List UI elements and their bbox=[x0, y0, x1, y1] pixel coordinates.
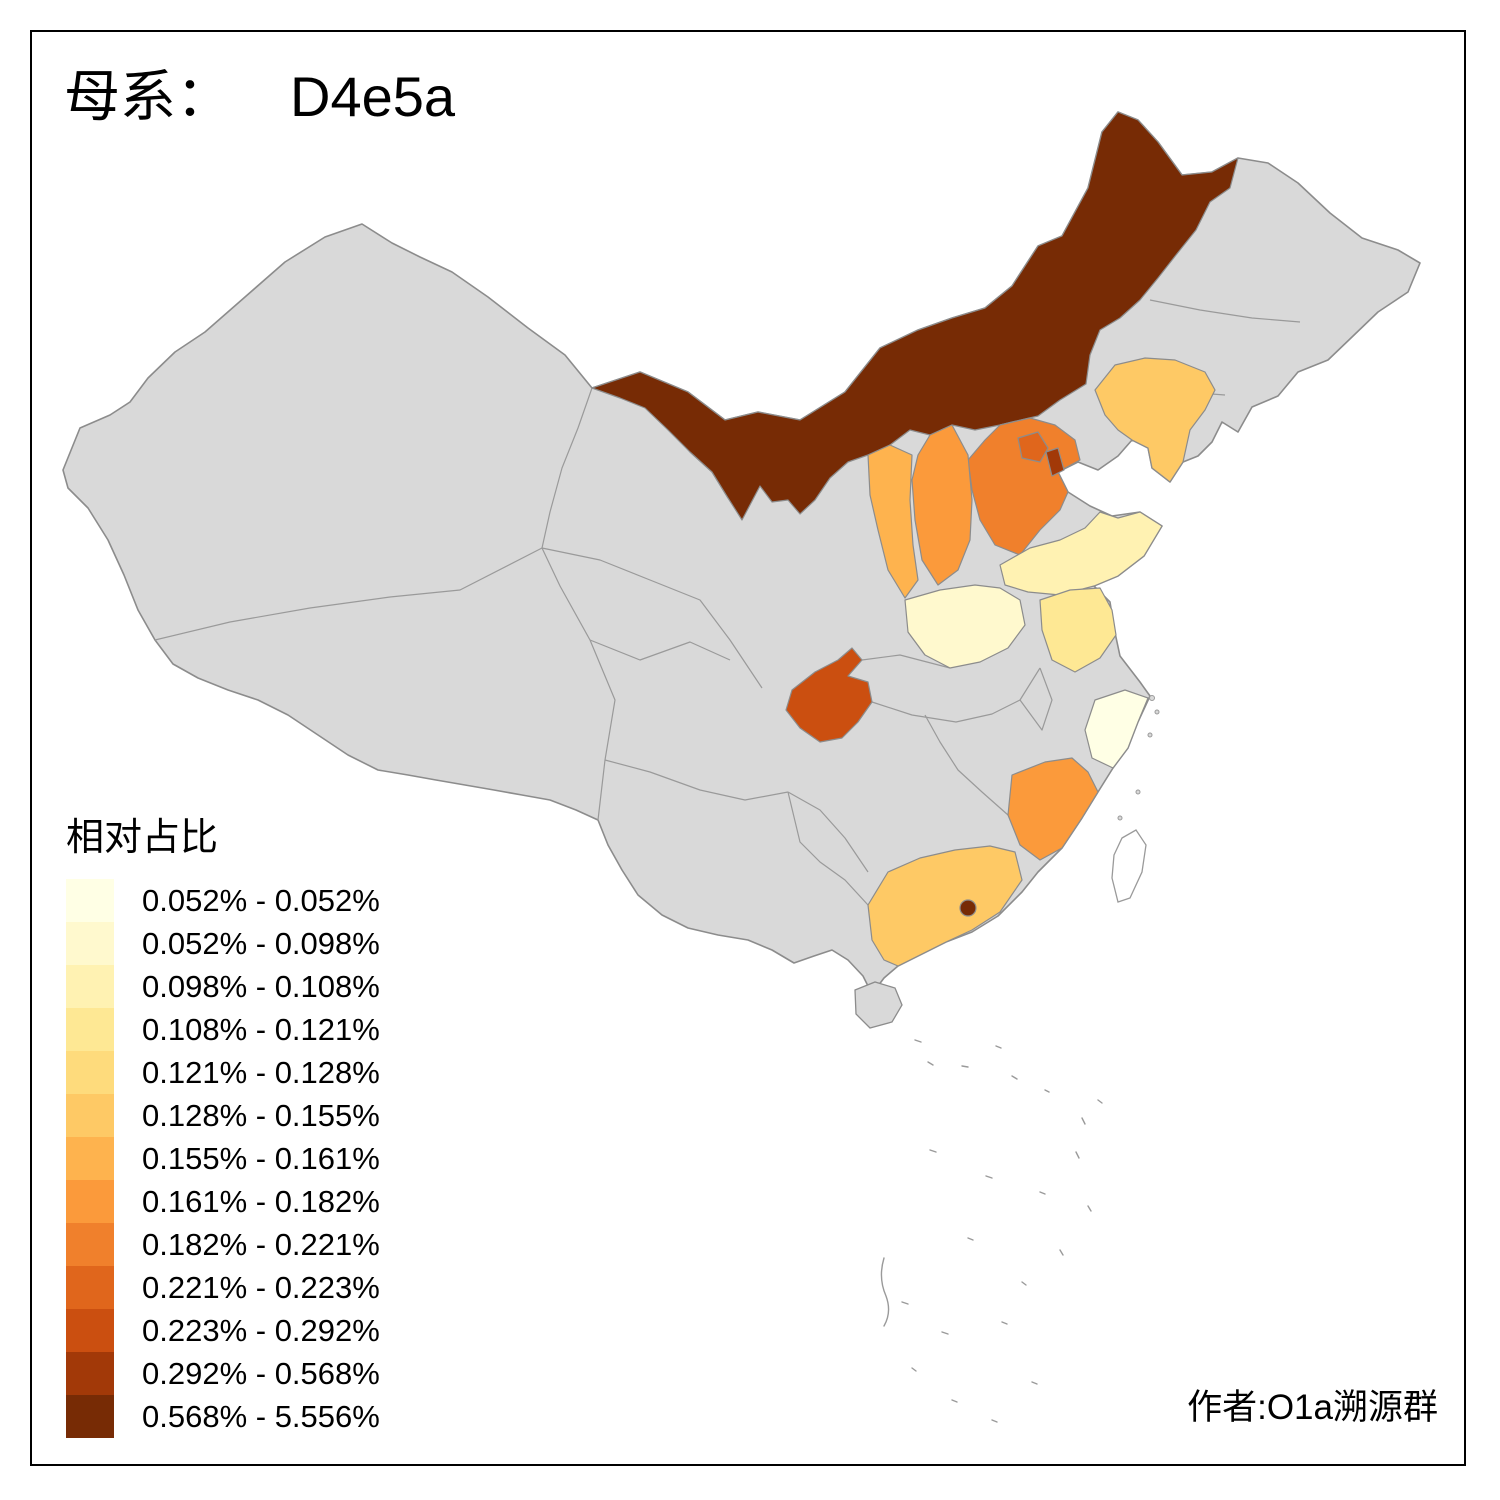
legend-row: 0.098% - 0.108% bbox=[66, 965, 380, 1008]
map-title: 母系： D4e5a bbox=[64, 66, 455, 128]
legend-row: 0.108% - 0.121% bbox=[66, 1008, 380, 1051]
legend-label: 0.128% - 0.155% bbox=[142, 1097, 380, 1133]
region-pearl-delta-spot bbox=[959, 899, 977, 917]
legend-row: 0.292% - 0.568% bbox=[66, 1352, 380, 1395]
legend-title: 相对占比 bbox=[66, 817, 219, 859]
legend-swatch bbox=[66, 922, 114, 965]
legend-row: 0.052% - 0.098% bbox=[66, 922, 380, 965]
south-china-sea-islands bbox=[880, 1039, 1103, 1423]
region-liaoning bbox=[1094, 357, 1216, 483]
legend-swatch bbox=[66, 965, 114, 1008]
legend-swatch bbox=[66, 879, 114, 922]
legend-swatch bbox=[66, 1395, 114, 1438]
region-henan bbox=[904, 584, 1026, 669]
legend-swatch bbox=[66, 1137, 114, 1180]
legend-label: 0.155% - 0.161% bbox=[142, 1140, 380, 1176]
region-beijing bbox=[1017, 431, 1049, 463]
legend-swatch bbox=[66, 1094, 114, 1137]
legend-row: 0.221% - 0.223% bbox=[66, 1266, 380, 1309]
legend-label: 0.221% - 0.223% bbox=[142, 1269, 380, 1305]
legend-swatch bbox=[66, 1051, 114, 1094]
legend-label: 0.052% - 0.052% bbox=[142, 882, 380, 918]
coastal-islands bbox=[1117, 695, 1160, 821]
legend-label: 0.098% - 0.108% bbox=[142, 968, 380, 1004]
region-jiangsu bbox=[1039, 587, 1117, 673]
legend-swatch bbox=[66, 1180, 114, 1223]
legend-row: 0.121% - 0.128% bbox=[66, 1051, 380, 1094]
region-fujian bbox=[1007, 757, 1099, 861]
legend-swatch bbox=[66, 1352, 114, 1395]
region-zhejiang bbox=[1084, 689, 1149, 769]
region-shanxi bbox=[911, 424, 973, 586]
legend-swatch bbox=[66, 1309, 114, 1352]
legend-label: 0.121% - 0.128% bbox=[142, 1054, 380, 1090]
legend-row: 0.128% - 0.155% bbox=[66, 1094, 380, 1137]
legend-row: 0.568% - 5.556% bbox=[66, 1395, 380, 1438]
legend-label: 0.108% - 0.121% bbox=[142, 1011, 380, 1047]
legend: 相对占比 0.052% - 0.052% 0.052% - 0.098% 0.0… bbox=[66, 806, 380, 1438]
region-tianjin bbox=[1045, 447, 1065, 477]
legend-swatch bbox=[66, 1223, 114, 1266]
legend-label: 0.052% - 0.098% bbox=[142, 925, 380, 961]
attribution: 作者:O1a溯源群 bbox=[1187, 1388, 1438, 1427]
title-prefix: 母系： bbox=[64, 65, 232, 128]
legend-row: 0.161% - 0.182% bbox=[66, 1180, 380, 1223]
region-shaanxi bbox=[867, 444, 919, 599]
province-borders bbox=[154, 299, 1301, 906]
legend-items: 0.052% - 0.052% 0.052% - 0.098% 0.098% -… bbox=[66, 879, 380, 1438]
hainan-island bbox=[854, 981, 903, 1029]
legend-swatch bbox=[66, 1266, 114, 1309]
legend-label: 0.161% - 0.182% bbox=[142, 1183, 380, 1219]
region-inner-mongolia bbox=[591, 111, 1239, 521]
legend-label: 0.568% - 5.556% bbox=[142, 1398, 380, 1434]
legend-label: 0.292% - 0.568% bbox=[142, 1355, 380, 1391]
coloured-regions bbox=[591, 111, 1239, 967]
title-haplogroup: D4e5a bbox=[290, 65, 456, 128]
legend-row: 0.223% - 0.292% bbox=[66, 1309, 380, 1352]
legend-row: 0.182% - 0.221% bbox=[66, 1223, 380, 1266]
region-guangdong bbox=[867, 845, 1023, 967]
region-chongqing bbox=[785, 647, 873, 743]
legend-label: 0.182% - 0.221% bbox=[142, 1226, 380, 1262]
legend-label: 0.223% - 0.292% bbox=[142, 1312, 380, 1348]
region-shandong bbox=[999, 511, 1163, 596]
legend-row: 0.155% - 0.161% bbox=[66, 1137, 380, 1180]
legend-row: 0.052% - 0.052% bbox=[66, 879, 380, 922]
taiwan-island bbox=[1111, 829, 1147, 903]
legend-swatch bbox=[66, 1008, 114, 1051]
